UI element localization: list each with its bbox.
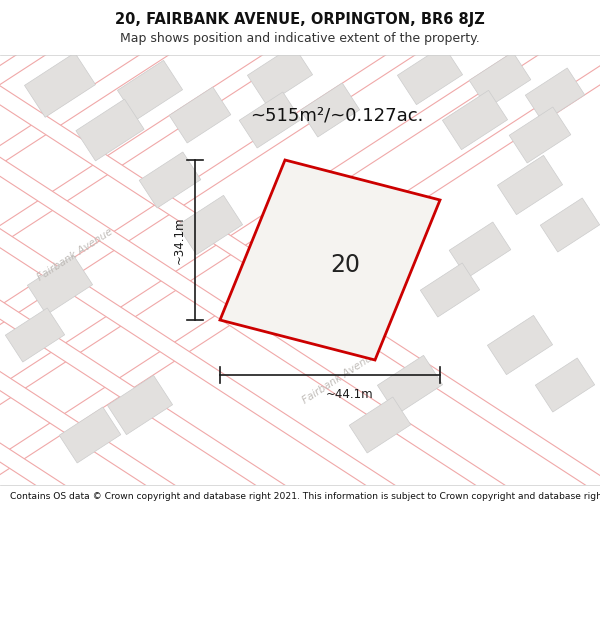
Polygon shape xyxy=(487,316,553,374)
Polygon shape xyxy=(107,376,173,434)
Polygon shape xyxy=(0,365,600,625)
Text: 20, FAIRBANK AVENUE, ORPINGTON, BR6 8JZ: 20, FAIRBANK AVENUE, ORPINGTON, BR6 8JZ xyxy=(115,12,485,27)
Polygon shape xyxy=(449,222,511,278)
Polygon shape xyxy=(535,358,595,412)
Text: Fairbank Avenue: Fairbank Avenue xyxy=(301,350,379,406)
Text: ~44.1m: ~44.1m xyxy=(326,389,374,401)
Polygon shape xyxy=(5,308,65,362)
Polygon shape xyxy=(25,52,95,118)
Polygon shape xyxy=(497,156,563,214)
Polygon shape xyxy=(469,52,531,108)
Polygon shape xyxy=(0,59,600,481)
Polygon shape xyxy=(247,46,313,104)
Polygon shape xyxy=(0,0,600,171)
Polygon shape xyxy=(0,436,600,625)
Polygon shape xyxy=(526,68,584,122)
Polygon shape xyxy=(0,79,600,501)
Text: Contains OS data © Crown copyright and database right 2021. This information is : Contains OS data © Crown copyright and d… xyxy=(10,492,600,501)
Polygon shape xyxy=(139,152,201,208)
Polygon shape xyxy=(442,91,508,149)
Polygon shape xyxy=(59,407,121,463)
Polygon shape xyxy=(0,0,600,11)
Polygon shape xyxy=(509,107,571,163)
Polygon shape xyxy=(239,92,301,148)
Text: ~515m²/~0.127ac.: ~515m²/~0.127ac. xyxy=(250,106,424,124)
Text: ~34.1m: ~34.1m xyxy=(173,216,185,264)
Polygon shape xyxy=(0,151,600,572)
Text: 20: 20 xyxy=(330,253,360,277)
Polygon shape xyxy=(178,196,242,254)
Polygon shape xyxy=(377,356,443,414)
Polygon shape xyxy=(0,0,600,251)
Polygon shape xyxy=(397,46,463,104)
Polygon shape xyxy=(349,397,411,453)
Polygon shape xyxy=(169,87,231,143)
Polygon shape xyxy=(541,198,599,252)
Polygon shape xyxy=(28,256,92,314)
Polygon shape xyxy=(0,0,600,331)
Polygon shape xyxy=(0,0,600,411)
Polygon shape xyxy=(76,99,144,161)
Polygon shape xyxy=(220,160,440,360)
Polygon shape xyxy=(421,263,479,317)
Polygon shape xyxy=(118,61,182,119)
Polygon shape xyxy=(0,222,600,625)
Polygon shape xyxy=(301,83,359,137)
Text: Fairbank Avenue: Fairbank Avenue xyxy=(35,227,115,283)
Polygon shape xyxy=(0,294,600,625)
Text: Map shows position and indicative extent of the property.: Map shows position and indicative extent… xyxy=(120,32,480,45)
Polygon shape xyxy=(0,0,600,91)
